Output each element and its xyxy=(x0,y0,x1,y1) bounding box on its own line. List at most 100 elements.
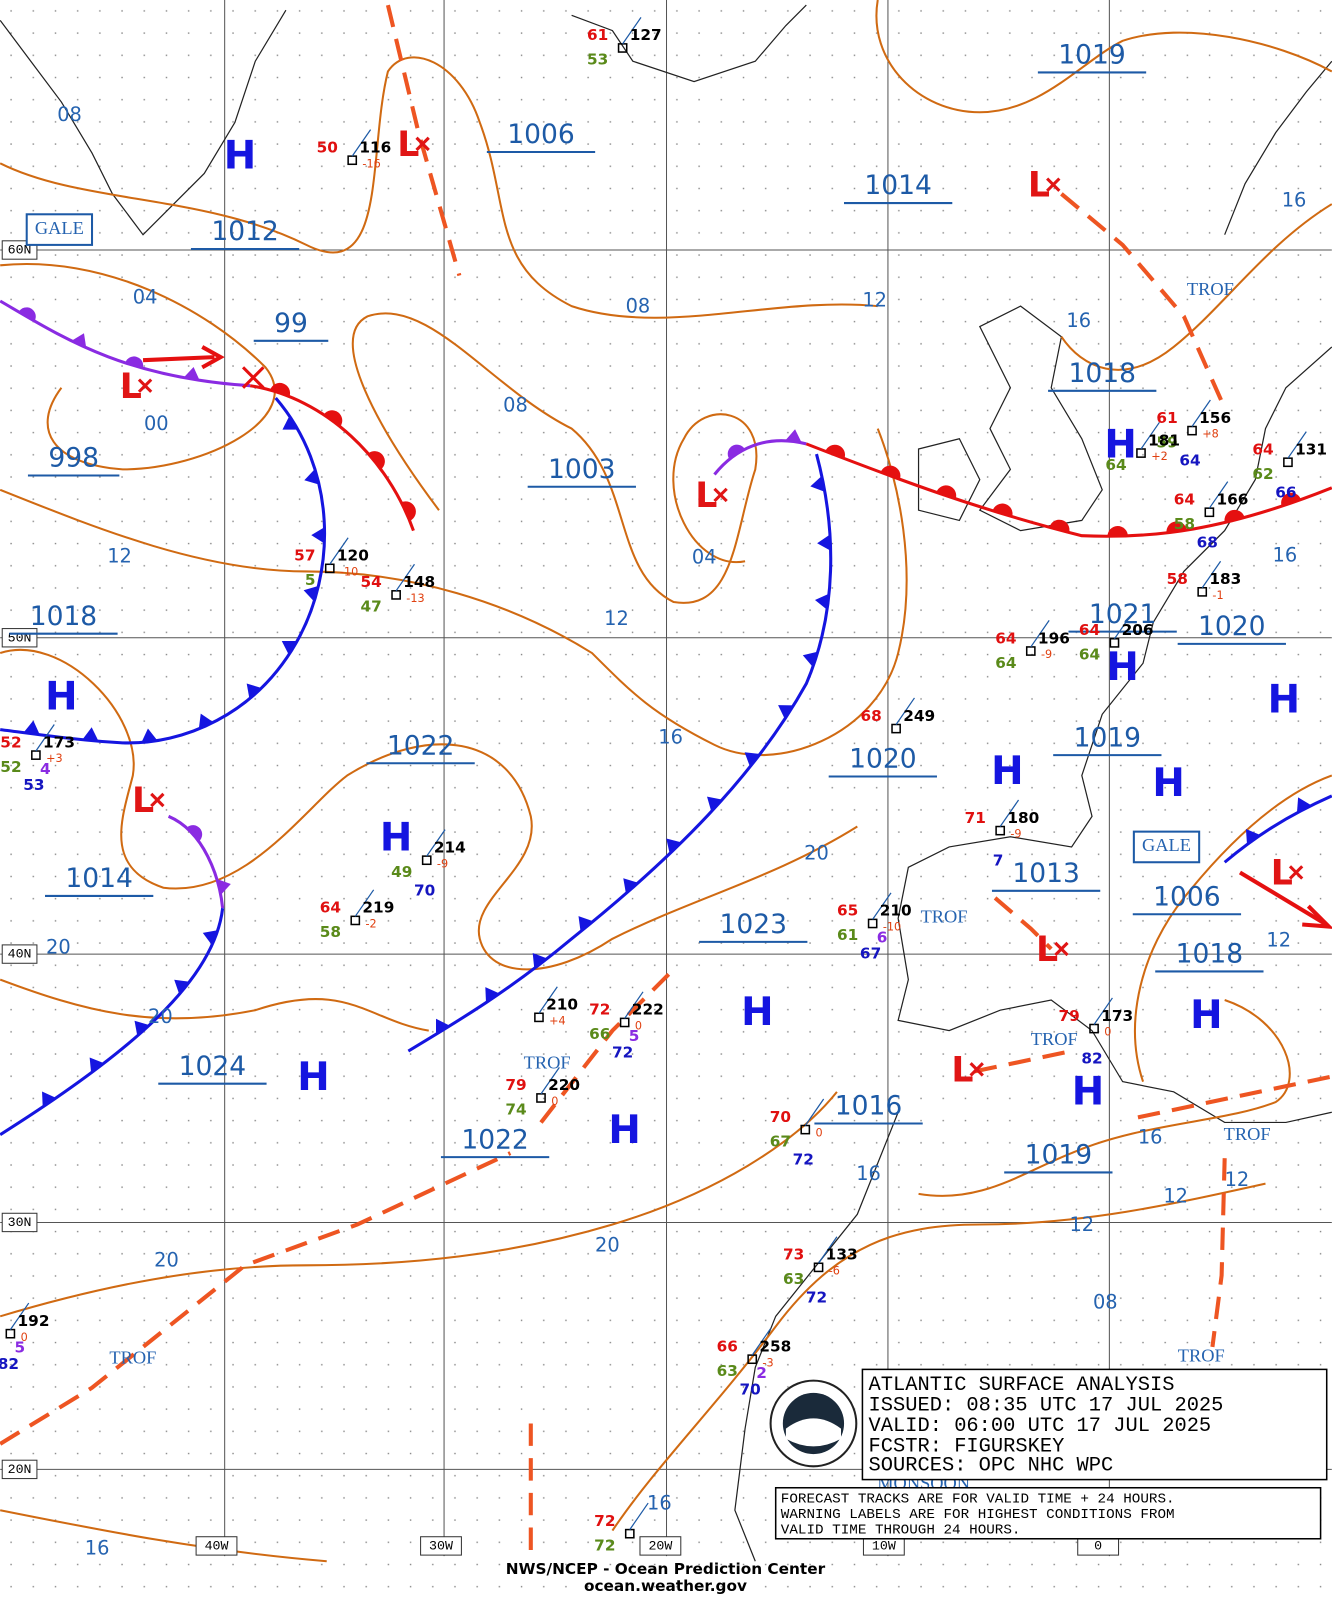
track-arrow xyxy=(1238,870,1326,926)
station-dewpoint: 53 xyxy=(587,51,608,69)
station-sea: 70 xyxy=(740,1380,761,1398)
station-pressure: 183 xyxy=(1209,570,1241,588)
fronts xyxy=(0,299,1332,1136)
isobar-label: 16 xyxy=(1066,309,1091,332)
isobar-label: 20 xyxy=(595,1233,620,1256)
station-tendency: -9 xyxy=(437,857,448,870)
pressure-label: 99 xyxy=(274,308,308,339)
cold-front-symbol xyxy=(810,475,825,492)
station-temp: 64 xyxy=(1079,621,1100,639)
station-tendency: -9 xyxy=(1010,828,1021,841)
isobars xyxy=(0,0,1332,1563)
low-center-x xyxy=(713,487,728,503)
cold-front xyxy=(0,396,327,745)
isobar xyxy=(1134,774,1332,1082)
station-tendency: -6 xyxy=(829,1264,840,1277)
station-temp: 65 xyxy=(837,902,858,920)
pressure-label: 1021 xyxy=(1089,599,1156,630)
wind-barb xyxy=(872,892,892,920)
warm-front-symbol xyxy=(880,465,901,480)
station-dewpoint: 58 xyxy=(320,923,341,941)
lon-label-box xyxy=(195,1536,238,1556)
station-pressure: 173 xyxy=(1101,1007,1133,1025)
wind-barb xyxy=(1093,997,1113,1025)
pressure-label: 1019 xyxy=(1025,1140,1092,1171)
cold-front xyxy=(1223,794,1332,864)
pressure-label: 1024 xyxy=(179,1051,246,1082)
station-pressure: 127 xyxy=(630,26,662,44)
high-center: H xyxy=(45,674,77,719)
lat-label-box xyxy=(1,1459,38,1480)
coastline xyxy=(571,4,807,83)
station-pressure: 120 xyxy=(337,547,369,565)
low-center: L xyxy=(1271,853,1293,893)
lat-label-box xyxy=(1,1212,38,1233)
station-temp: 79 xyxy=(505,1076,526,1094)
low-center: L xyxy=(1036,930,1058,970)
station-tendency: 0 xyxy=(1104,1026,1111,1039)
station-pressure: 210 xyxy=(880,902,912,920)
coastline xyxy=(0,9,287,236)
station-pressure: 116 xyxy=(359,138,391,156)
station-temp: 79 xyxy=(1058,1007,1079,1025)
station-pressure: 192 xyxy=(18,1312,50,1330)
cold-front-symbol xyxy=(281,641,298,655)
isobar-label: 16 xyxy=(85,1536,110,1559)
station-temp: 68 xyxy=(861,707,882,725)
low-center-x xyxy=(1288,865,1304,880)
station-temp: 52 xyxy=(0,733,21,751)
station-dewpoint: 67 xyxy=(770,1132,791,1150)
station-pressure: 222 xyxy=(632,1001,664,1019)
feature-label: TROF xyxy=(1031,1029,1078,1049)
cold-front-symbol xyxy=(202,930,219,946)
occluded-front-symbol xyxy=(727,444,745,459)
station-tendency: -13 xyxy=(406,592,424,605)
title-line: VALID: 06:00 UTC 17 JUL 2025 xyxy=(869,1415,1212,1438)
station-dewpoint: 59 xyxy=(1156,433,1177,451)
station-dewpoint: 64 xyxy=(1105,456,1126,474)
high-center: H xyxy=(224,134,256,179)
coastlines xyxy=(0,4,1332,1562)
cold-front-symbol xyxy=(666,838,682,854)
isobar xyxy=(875,0,1332,114)
station-tendency: +8 xyxy=(1202,428,1219,441)
station-dewpoint: 63 xyxy=(783,1270,804,1288)
station-sea: 7 xyxy=(993,852,1004,870)
wind-barb xyxy=(624,991,644,1019)
isobar-label: 16 xyxy=(1282,189,1307,212)
station-sea: 72 xyxy=(793,1151,814,1169)
lat-label: 60N xyxy=(8,243,32,258)
cold-front-symbol xyxy=(485,987,500,1003)
station-temp: 54 xyxy=(361,573,382,591)
isobar-label: 16 xyxy=(647,1492,672,1515)
cold-front-symbol xyxy=(814,593,830,610)
note-line: WARNING LABELS ARE FOR HIGHEST CONDITION… xyxy=(781,1507,1175,1523)
title-block: ATLANTIC SURFACE ANALYSIS ISSUED: 08:35 … xyxy=(769,1368,1328,1540)
isobar xyxy=(1060,203,1332,371)
station-dewpoint: 66 xyxy=(589,1025,610,1043)
station-pressure: 214 xyxy=(434,838,466,856)
station-tendency: 0 xyxy=(635,1020,642,1033)
feature-label: TROF xyxy=(921,907,968,927)
trough xyxy=(993,896,1053,951)
low-center-x xyxy=(1046,177,1061,192)
station-pressure: 133 xyxy=(826,1246,858,1264)
pressure-label: 1023 xyxy=(720,909,787,940)
isobar-label: 16 xyxy=(856,1162,881,1185)
title-line: ATLANTIC SURFACE ANALYSIS xyxy=(869,1374,1175,1397)
occluded-front xyxy=(167,814,225,909)
isobar-label: 12 xyxy=(1266,928,1291,951)
station-tendency: -9 xyxy=(1041,648,1052,661)
station-wave: 6 xyxy=(877,928,888,946)
station-temp: 66 xyxy=(717,1337,738,1355)
isobar xyxy=(0,1509,327,1563)
station-wave: 5 xyxy=(14,1338,25,1356)
wind-barb xyxy=(395,563,415,592)
warm-front-symbol xyxy=(323,410,343,427)
isobar-label: 08 xyxy=(57,103,82,126)
high-center: H xyxy=(991,749,1023,794)
station-tendency: 0 xyxy=(551,1095,558,1108)
cold-front-symbol xyxy=(778,705,794,720)
pressure-label: 1022 xyxy=(461,1124,528,1155)
